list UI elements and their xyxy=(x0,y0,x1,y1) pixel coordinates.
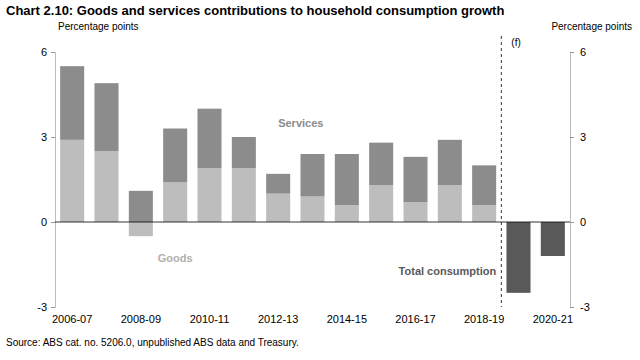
series-label: Goods xyxy=(158,252,193,264)
bar xyxy=(129,191,153,222)
y-tick-mark xyxy=(51,222,55,223)
bar xyxy=(403,157,427,202)
y2-tick-label: 3 xyxy=(580,131,586,143)
x-tick-label: 2014-15 xyxy=(327,313,367,325)
bar xyxy=(60,140,84,222)
forecast-divider xyxy=(501,36,502,307)
x-tick-label: 2016-17 xyxy=(395,313,435,325)
x-tick: 2020-21 xyxy=(533,313,573,325)
y2-tick-label: 0 xyxy=(580,216,586,228)
bar xyxy=(369,185,393,222)
x-tick: 2008-09 xyxy=(121,313,161,325)
bar xyxy=(300,197,324,223)
title: Chart 2.10: Goods and services contribut… xyxy=(6,3,504,18)
bar xyxy=(197,168,221,222)
y-tick: 3 xyxy=(41,131,55,143)
bar xyxy=(266,174,290,194)
y-tick-label: 3 xyxy=(41,131,47,143)
y2-tick-mark xyxy=(570,222,574,223)
y-tick-label: -3 xyxy=(37,301,47,313)
y-tick: 0 xyxy=(41,216,55,228)
x-tick-label: 2006-07 xyxy=(52,313,92,325)
x-axis: 2006-07 2008-09 2010-11 2012-13 2014-15 2016-… xyxy=(52,313,573,325)
bar xyxy=(438,185,462,222)
bar xyxy=(506,222,530,293)
y-tick-mark xyxy=(51,137,55,138)
y2-tick-mark xyxy=(570,307,574,308)
y2-tick-mark xyxy=(570,52,574,53)
bar xyxy=(335,154,359,205)
y-tick-label: 6 xyxy=(41,46,47,58)
x-tick-label: 2012-13 xyxy=(258,313,298,325)
y2-tick-label: 6 xyxy=(580,46,586,58)
bar xyxy=(300,154,324,197)
bar xyxy=(438,140,462,185)
x-tick-label: 2008-09 xyxy=(121,313,161,325)
annotation: (f) xyxy=(511,37,520,48)
x-tick: 2014-15 xyxy=(327,313,367,325)
bar xyxy=(403,202,427,222)
series-label: Services xyxy=(278,117,323,129)
x-tick-label: 2018-19 xyxy=(464,313,504,325)
bar xyxy=(335,205,359,222)
y2-axis-line xyxy=(571,53,575,308)
bar xyxy=(232,168,256,222)
y2-tick: 0 xyxy=(570,216,586,228)
bar xyxy=(472,205,496,222)
x-tick-label: 2010-11 xyxy=(190,313,230,325)
bar xyxy=(163,182,187,222)
y-tick: 6 xyxy=(41,46,55,58)
y2-tick: -3 xyxy=(570,301,590,313)
y2-tick-label: -3 xyxy=(580,301,590,313)
x-tick: 2016-17 xyxy=(395,313,435,325)
x-tick: 2012-13 xyxy=(258,313,298,325)
y2-tick-mark xyxy=(570,137,574,138)
x-tick-label: 2020-21 xyxy=(533,313,573,325)
x-tick: 2018-19 xyxy=(464,313,504,325)
x-tick: 2006-07 xyxy=(52,313,92,325)
y-tick-label: 0 xyxy=(41,216,47,228)
bar xyxy=(369,143,393,186)
y-tick-mark xyxy=(51,52,55,53)
y2-tick: 3 xyxy=(570,131,586,143)
y2-tick: 6 xyxy=(570,46,586,58)
bar xyxy=(94,151,118,222)
bars xyxy=(60,66,565,293)
y2-axis: -3 0 3 6 xyxy=(570,46,590,313)
y-axis-title: Percentage points xyxy=(58,21,139,32)
y2-axis-title: Percentage points xyxy=(551,21,632,32)
bar xyxy=(60,66,84,140)
y-tick: -3 xyxy=(37,301,55,313)
bar xyxy=(266,194,290,222)
bar xyxy=(94,83,118,151)
bar xyxy=(232,137,256,168)
x-tick: 2010-11 xyxy=(190,313,230,325)
y-axis: -3 0 3 6 xyxy=(37,46,55,313)
y-axis-line xyxy=(51,53,56,308)
series-label: Total consumption xyxy=(399,265,497,277)
bar xyxy=(129,222,153,236)
bar xyxy=(472,165,496,205)
zero-line xyxy=(55,222,570,223)
y-tick-mark xyxy=(51,307,55,308)
chart: Chart 2.10: Goods and services contribut… xyxy=(0,0,640,360)
bar xyxy=(197,109,221,168)
source: Source: ABS cat. no. 5206.0, unpublished… xyxy=(6,337,299,348)
bar xyxy=(163,129,187,183)
bar xyxy=(541,222,565,256)
